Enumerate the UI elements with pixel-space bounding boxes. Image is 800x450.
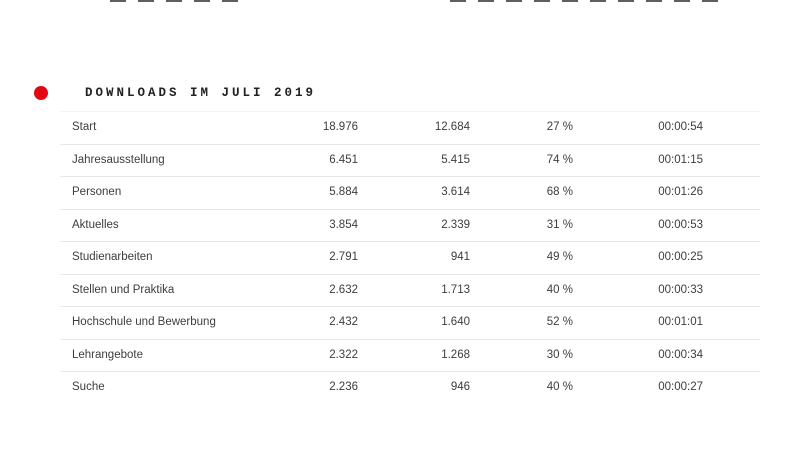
table-row: Suche 2.236 946 40 % 00:00:27 [60,372,760,391]
row-value-3: 31 % [546,218,573,231]
table-row: Studienarbeiten 2.791 941 49 % 00:00:25 [60,242,760,275]
table-row: Aktuelles 3.854 2.339 31 % 00:00:53 [60,210,760,242]
row-value-2: 12.684 [434,121,470,133]
row-value-2: 1.713 [441,283,470,296]
row-value-4: 00:00:54 [658,121,703,133]
row-value-1: 2.791 [329,251,358,263]
row-value-4: 00:00:25 [658,251,703,263]
row-label: Stellen und Praktika [72,283,175,296]
row-value-4: 00:01:26 [658,186,703,198]
row-value-1: 2.432 [329,316,358,328]
red-bullet-icon [34,86,48,100]
table-row: Start 18.976 12.684 27 % 00:00:54 [60,112,760,145]
row-value-3: 52 % [546,316,573,328]
row-label: Jahresausstellung [72,153,165,166]
row-value-4: 00:00:27 [658,381,703,391]
row-value-2: 946 [450,381,470,391]
row-label: Personen [72,186,122,198]
row-value-1: 2.236 [329,381,358,391]
row-value-4: 00:00:53 [658,218,703,231]
row-value-4: 00:01:01 [658,316,703,328]
row-value-1: 5.884 [329,186,358,198]
row-value-2: 1.268 [441,348,470,361]
row-value-3: 40 % [546,283,573,296]
row-value-2: 3.614 [441,186,470,198]
row-label: Aktuelles [72,218,119,231]
row-value-2: 2.339 [441,218,470,231]
row-value-3: 30 % [546,348,573,361]
row-value-1: 18.976 [322,121,358,133]
row-label: Studienarbeiten [72,251,153,263]
row-value-2: 5.415 [441,153,470,166]
row-label: Suche [72,381,105,391]
row-value-4: 00:01:15 [658,153,703,166]
row-label: Hochschule und Bewerbung [72,316,216,328]
page-title: DOWNLOADS IM JULI 2019 [85,86,317,100]
row-value-3: 27 % [546,121,573,133]
row-value-3: 74 % [546,153,573,166]
table-row: Hochschule und Bewerbung 2.432 1.640 52 … [60,307,760,340]
table-row: Lehrangebote 2.322 1.268 30 % 00:00:34 [60,340,760,372]
row-value-1: 6.451 [329,153,358,166]
row-value-4: 00:00:33 [658,283,703,296]
row-value-1: 2.632 [329,283,358,296]
row-label: Lehrangebote [72,348,143,361]
row-label: Start [72,121,97,133]
row-value-2: 1.640 [441,316,470,328]
row-value-1: 2.322 [329,348,358,361]
row-value-3: 40 % [546,381,573,391]
table-row: Jahresausstellung 6.451 5.415 74 % 00:01… [60,145,760,177]
row-value-3: 68 % [546,186,573,198]
clipped-text-remnant [0,0,800,3]
stats-table: Start 18.976 12.684 27 % 00:00:54 Jahres… [60,111,760,391]
row-value-2: 941 [450,251,470,263]
row-value-1: 3.854 [329,218,358,231]
row-value-3: 49 % [546,251,573,263]
table-row: Personen 5.884 3.614 68 % 00:01:26 [60,177,760,210]
row-value-4: 00:00:34 [658,348,703,361]
table-row: Stellen und Praktika 2.632 1.713 40 % 00… [60,275,760,307]
